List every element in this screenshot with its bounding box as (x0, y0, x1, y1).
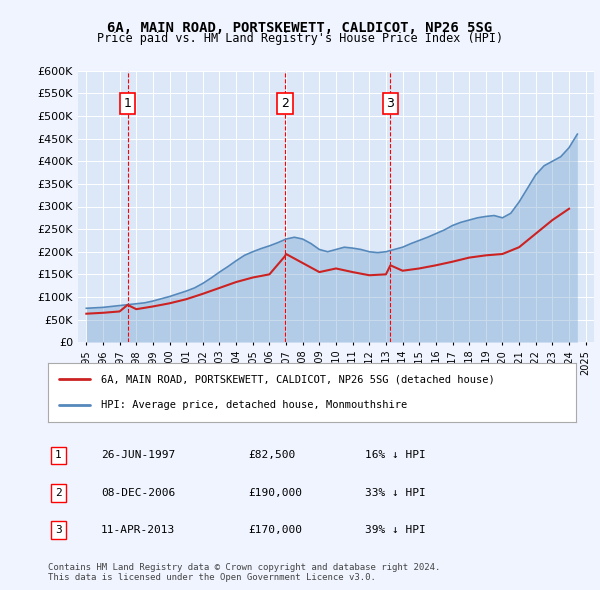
Text: 1: 1 (55, 451, 62, 460)
Text: 11-APR-2013: 11-APR-2013 (101, 525, 175, 535)
Text: 39% ↓ HPI: 39% ↓ HPI (365, 525, 425, 535)
Text: £170,000: £170,000 (248, 525, 302, 535)
Text: Price paid vs. HM Land Registry's House Price Index (HPI): Price paid vs. HM Land Registry's House … (97, 32, 503, 45)
Text: 1: 1 (124, 97, 131, 110)
Text: 3: 3 (55, 525, 62, 535)
Text: £82,500: £82,500 (248, 451, 296, 460)
Text: 6A, MAIN ROAD, PORTSKEWETT, CALDICOT, NP26 5SG (detached house): 6A, MAIN ROAD, PORTSKEWETT, CALDICOT, NP… (101, 375, 494, 384)
Text: 3: 3 (386, 97, 394, 110)
Text: 2: 2 (55, 488, 62, 497)
Text: 6A, MAIN ROAD, PORTSKEWETT, CALDICOT, NP26 5SG: 6A, MAIN ROAD, PORTSKEWETT, CALDICOT, NP… (107, 21, 493, 35)
Text: HPI: Average price, detached house, Monmouthshire: HPI: Average price, detached house, Monm… (101, 401, 407, 410)
Text: 26-JUN-1997: 26-JUN-1997 (101, 451, 175, 460)
Text: £190,000: £190,000 (248, 488, 302, 497)
Text: This data is licensed under the Open Government Licence v3.0.: This data is licensed under the Open Gov… (48, 573, 376, 582)
Text: 16% ↓ HPI: 16% ↓ HPI (365, 451, 425, 460)
Text: 2: 2 (281, 97, 289, 110)
Text: 08-DEC-2006: 08-DEC-2006 (101, 488, 175, 497)
Text: 33% ↓ HPI: 33% ↓ HPI (365, 488, 425, 497)
Text: Contains HM Land Registry data © Crown copyright and database right 2024.: Contains HM Land Registry data © Crown c… (48, 563, 440, 572)
